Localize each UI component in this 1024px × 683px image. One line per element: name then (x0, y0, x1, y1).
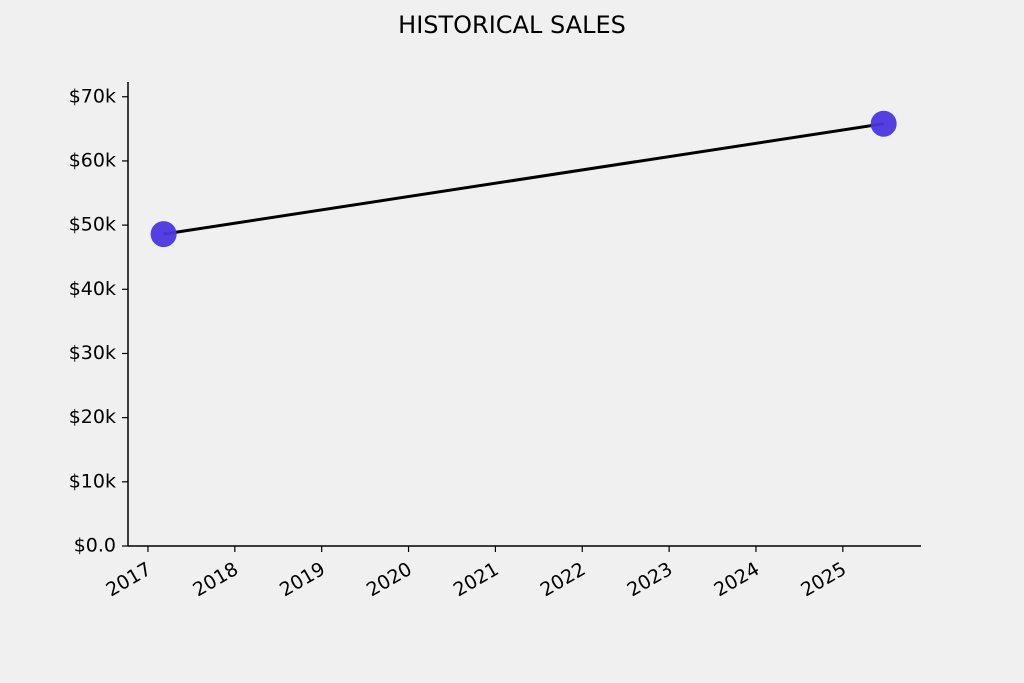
x-tick-label: 2020 (363, 558, 416, 601)
chart-title: HISTORICAL SALES (398, 11, 626, 39)
data-point (150, 221, 177, 248)
y-tick-label: $30k (69, 342, 116, 364)
x-tick-label: 2018 (189, 558, 242, 601)
y-tick-label: $40k (69, 278, 116, 300)
y-tick-label: $70k (69, 85, 116, 107)
y-tick-label: $60k (69, 149, 116, 171)
x-tick-label: 2024 (710, 558, 763, 601)
y-tick-label: $10k (69, 470, 116, 492)
y-tick-label: $20k (69, 406, 116, 428)
data-point (870, 110, 897, 137)
x-tick-label: 2025 (797, 558, 850, 601)
x-tick-label: 2021 (450, 558, 503, 601)
x-tick-label: 2022 (537, 558, 590, 601)
y-tick-label: $50k (69, 214, 116, 236)
x-tick-label: 2019 (276, 558, 329, 601)
y-tick-label: $0.0 (74, 535, 116, 557)
series-line (163, 122, 884, 236)
x-tick-label: 2023 (623, 558, 676, 601)
x-tick-label: 2017 (102, 558, 155, 601)
